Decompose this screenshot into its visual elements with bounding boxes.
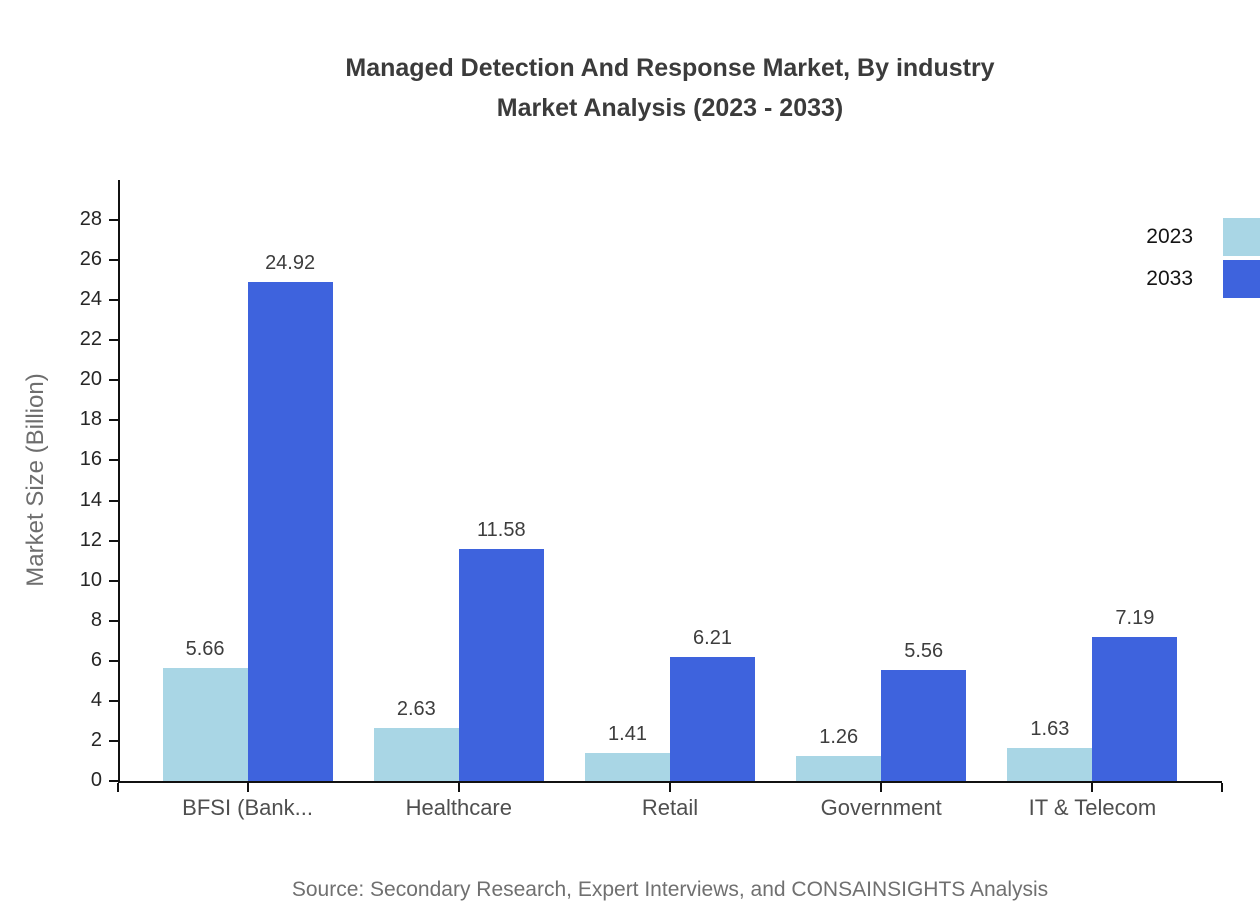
y-axis-tick (109, 379, 118, 382)
y-axis-tick (109, 539, 118, 542)
x-axis-tick (880, 783, 883, 792)
y-axis-tick-label: 6 (90, 648, 102, 671)
y-axis-tick (109, 299, 118, 302)
bar-value-label: 5.66 (185, 637, 225, 660)
legend-swatch (1223, 218, 1260, 256)
category-label: Government (820, 795, 942, 820)
y-axis-tick (109, 780, 118, 782)
y-axis-tick (109, 739, 118, 742)
x-axis-tick (669, 783, 671, 792)
y-axis-tick (109, 499, 118, 502)
y-axis-tick-label: 24 (79, 288, 102, 311)
x-axis-tick (246, 783, 249, 792)
bar-2023 (796, 755, 882, 781)
legend-label: 2023 (1146, 225, 1193, 248)
bar-2023 (162, 667, 248, 781)
bar-2023 (1007, 748, 1093, 781)
y-axis-tick (109, 579, 118, 582)
x-axis-tick (457, 783, 460, 792)
y-axis-tick (109, 259, 118, 262)
bar-value-label: 5.56 (904, 639, 944, 662)
y-axis-title: Market Size (Billion) (22, 373, 49, 587)
y-axis-tick-label: 22 (79, 328, 102, 351)
bar-value-label: 24.92 (265, 251, 316, 274)
y-axis-tick (109, 699, 118, 702)
y-axis-tick (109, 659, 118, 662)
bar-2033 (881, 669, 967, 781)
x-axis-end-tick (1221, 783, 1223, 792)
bar-value-label: 11.58 (477, 519, 526, 542)
bar-value-label: 1.26 (819, 725, 859, 748)
y-axis-tick-label: 4 (90, 688, 102, 711)
y-axis-tick (109, 219, 118, 222)
y-axis-line (118, 180, 120, 783)
y-axis-tick-label: 8 (90, 608, 102, 631)
x-axis-end-tick (117, 783, 119, 792)
bar-2023 (373, 728, 459, 781)
y-axis-tick-label: 12 (79, 528, 102, 551)
bar-value-label: 1.63 (1030, 718, 1070, 741)
legend: 2023 2033 (1146, 218, 1260, 302)
bar-2033 (670, 656, 755, 781)
legend-item-2033: 2033 (1146, 260, 1260, 298)
y-axis-tick-label: 20 (79, 368, 102, 391)
y-axis-tick-label: 0 (90, 769, 102, 791)
chart-title-line2: Market Analysis (2023 - 2033) (496, 94, 844, 122)
legend-swatch (1223, 260, 1260, 298)
chart-title: Managed Detection And Response Market, B… (118, 48, 1222, 128)
y-axis-tick (109, 339, 118, 342)
bar-2033 (458, 549, 544, 781)
category-label: Healthcare (405, 795, 512, 820)
category-label: Retail (641, 795, 699, 820)
x-axis-tick (1091, 783, 1094, 792)
x-axis-line (118, 781, 1222, 783)
y-axis-tick (109, 619, 118, 622)
bar-value-label: 2.63 (396, 698, 436, 721)
legend-item-2023: 2023 (1146, 218, 1260, 256)
y-axis-tick-label: 26 (79, 248, 102, 271)
y-axis-tick-label: 10 (79, 568, 102, 591)
bar-value-label: 6.21 (693, 626, 732, 649)
bar-value-label: 1.41 (608, 722, 647, 745)
y-axis-tick-label: 2 (90, 728, 102, 751)
bar-2033 (1092, 636, 1178, 781)
legend-label: 2033 (1146, 267, 1193, 290)
bar-2033 (247, 281, 333, 781)
y-axis-tick-label: 28 (79, 208, 102, 231)
y-axis-tick-label: 16 (79, 448, 102, 471)
category-label: IT & Telecom (1028, 795, 1157, 820)
y-axis-tick (109, 459, 118, 462)
y-axis-tick (109, 419, 118, 422)
plot-area: 0 2 4 6 8 10 12 14 16 18 20 22 24 26 28 BFSI (Bank... 5.… (80, 180, 1223, 820)
bar-2023 (585, 752, 670, 781)
y-axis-tick-label: 18 (79, 408, 102, 431)
source-note: Source: Secondary Research, Expert Inter… (291, 878, 1049, 901)
bar-value-label: 7.19 (1115, 606, 1155, 629)
chart-title-line1: Managed Detection And Response Market, B… (345, 54, 995, 82)
category-label: BFSI (Bank... (182, 795, 313, 820)
y-axis-tick-label: 14 (79, 488, 102, 511)
